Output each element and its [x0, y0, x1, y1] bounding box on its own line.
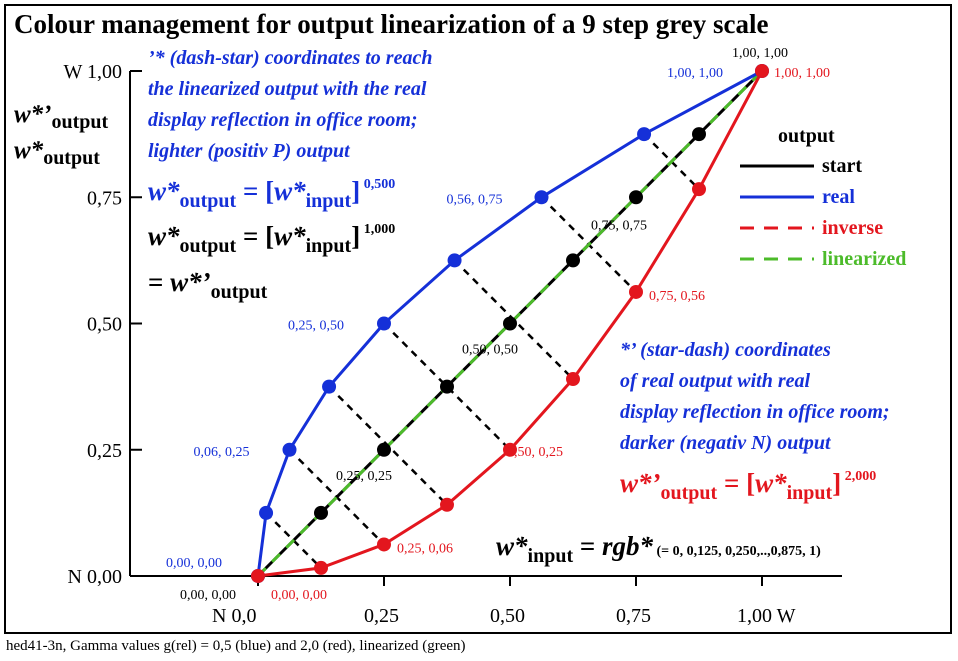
y-tick-label: 0,25: [87, 440, 122, 462]
y-axis-label-2: w*output: [14, 137, 100, 169]
point-label: 0,06, 0,25: [194, 445, 250, 460]
y-tick-label: 0,50: [87, 314, 122, 336]
y-axis-label-1: w*’output: [14, 101, 109, 133]
chart: Colour management for output linearizati…: [14, 9, 906, 627]
x-tick-label: N 0,0: [212, 605, 256, 627]
series-blue-point: [259, 505, 274, 520]
chart-frame: [4, 4, 952, 634]
legend-label-start: start: [822, 155, 862, 177]
series-blue-point: [377, 316, 391, 331]
annotation-top-line: the linearized output with the real: [148, 78, 427, 100]
point-label: 0,00, 0,00: [180, 588, 236, 603]
formula-black: w*output = [w*input] 1,000: [148, 221, 395, 257]
annotation-top-line: ’* (dash-star) coordinates to reach: [148, 47, 432, 69]
series-red-point: [314, 560, 328, 575]
point-label: 1,00, 1,00: [667, 66, 723, 81]
point-label: 0,56, 0,75: [447, 192, 503, 207]
y-tick-label: 0,75: [87, 187, 122, 209]
annotation-right-line: display reflection in office room;: [620, 401, 890, 423]
series-blue-point: [447, 253, 462, 268]
annotation-right-line: darker (negativ N) output: [620, 432, 832, 454]
formula-blue: w*output = [w*input] 0,500: [148, 176, 395, 212]
chart-title: Colour management for output linearizati…: [14, 9, 768, 39]
legend-label-linearized: linearized: [822, 248, 906, 270]
series-red-point: [566, 372, 580, 387]
point-label: 0,00, 0,00: [166, 556, 222, 571]
point-label: 0,00, 0,00: [271, 588, 327, 603]
x-tick-label: 1,00 W: [737, 605, 796, 627]
series-red-point: [692, 182, 706, 197]
legend-title: output: [778, 125, 835, 147]
series-red-point: [377, 537, 391, 552]
formula-black-equals: = w*’output: [148, 267, 268, 303]
annotation-top-line: display reflection in office room;: [148, 109, 418, 131]
series-blue-point: [534, 190, 549, 205]
series-red-point: [755, 64, 769, 78]
series-blue-point: [282, 442, 297, 457]
series-black-point: [440, 379, 454, 394]
series-red-point: [251, 569, 265, 583]
point-label: 0,25, 0,25: [336, 469, 392, 484]
series-red-point: [503, 442, 517, 457]
annotation-right-line: of real output with real: [620, 370, 810, 392]
legend-label-real: real: [822, 186, 855, 208]
point-label: 0,25, 0,50: [288, 319, 344, 334]
series-blue-point: [322, 379, 337, 394]
point-label: 0,75, 0,56: [649, 289, 705, 304]
series-black-point: [377, 442, 391, 457]
series-black-point: [692, 127, 706, 142]
series-blue-point: [637, 127, 652, 142]
x-tick-label: 0,25: [364, 605, 399, 627]
connector-dashed-line: [383, 322, 511, 451]
point-label: 0,50, 0,25: [507, 445, 563, 460]
series-black-point: [566, 253, 580, 268]
formula-input: w*input = rgb* (= 0, 0,125, 0,250,..,0,8…: [496, 531, 821, 567]
footer-caption: hed41-3n, Gamma values g(rel) = 0,5 (blu…: [6, 638, 466, 654]
series-red-point: [440, 497, 454, 512]
point-label: 0,50, 0,50: [462, 343, 518, 358]
y-tick-label: W 1,00: [63, 61, 122, 83]
point-label: 0,25, 0,06: [397, 541, 453, 556]
series-red-point: [629, 284, 643, 299]
annotation-right-line: *’ (star-dash) coordinates: [620, 339, 831, 361]
series-black-point: [503, 316, 517, 331]
annotation-top-line: lighter (positiv P) output: [148, 140, 351, 162]
formula-red: w*’output = [w*input] 2,000: [620, 468, 876, 504]
x-tick-label: 0,75: [616, 605, 651, 627]
y-tick-label: N 0,00: [68, 566, 122, 588]
x-tick-label: 0,50: [490, 605, 525, 627]
series-black-point: [314, 505, 328, 520]
point-label: 1,00, 1,00: [774, 66, 830, 81]
point-label: 1,00, 1,00: [732, 46, 788, 61]
legend-label-inverse: inverse: [822, 217, 883, 239]
series-black-point: [629, 190, 643, 205]
point-label: 0,75, 0,75: [591, 218, 647, 233]
